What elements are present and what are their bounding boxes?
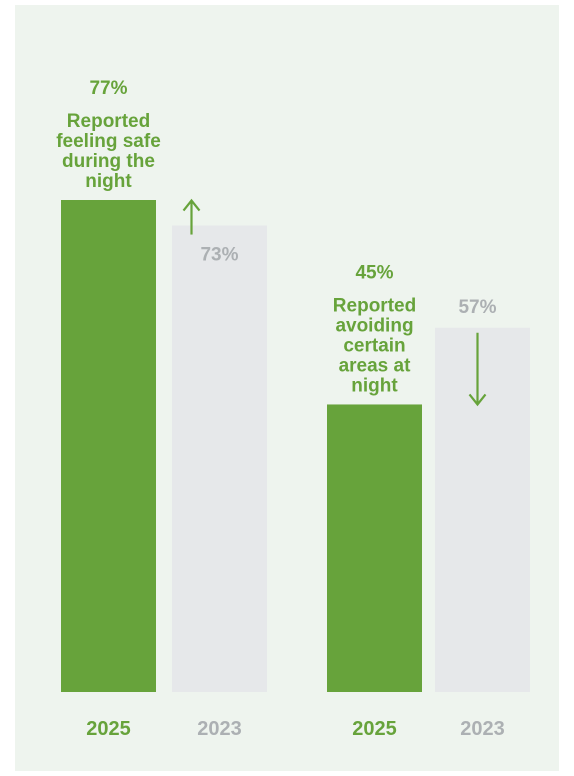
bar-2023-group-2 [435, 327, 530, 692]
group-2-current-year-label: 2025 [352, 718, 397, 740]
group-2-current-value-label: 45% [355, 262, 393, 283]
group-1-current-value-label: 77% [89, 78, 127, 99]
group-1-description-line-4: night [85, 171, 132, 192]
group-1-description-line-3: during the [62, 151, 155, 172]
group-2-description-line-2: avoiding [335, 315, 413, 336]
group-2-description-line-4: areas at [339, 355, 412, 376]
group-1-description-line-2: feeling safe [56, 131, 161, 152]
group-2-previous-value-label: 57% [458, 297, 496, 318]
trend-down-arrow-icon [468, 393, 487, 407]
trend-up-arrow-icon [182, 198, 201, 212]
bar-2025-group-1 [61, 200, 156, 692]
bar-2025-group-2 [327, 404, 422, 692]
bar-2023-group-1 [172, 225, 267, 692]
group-1-description-line-1: Reported [67, 111, 150, 132]
group-1-previous-year-label: 2023 [197, 718, 242, 740]
group-2-description-line-5: night [351, 375, 398, 396]
group-2-description-line-1: Reported [333, 295, 416, 316]
group-1-current-year-label: 2025 [86, 718, 131, 740]
group-2-previous-year-label: 2023 [460, 718, 505, 740]
group-2-description-line-3: certain [343, 335, 405, 356]
group-1-previous-value-label: 73% [200, 245, 238, 266]
